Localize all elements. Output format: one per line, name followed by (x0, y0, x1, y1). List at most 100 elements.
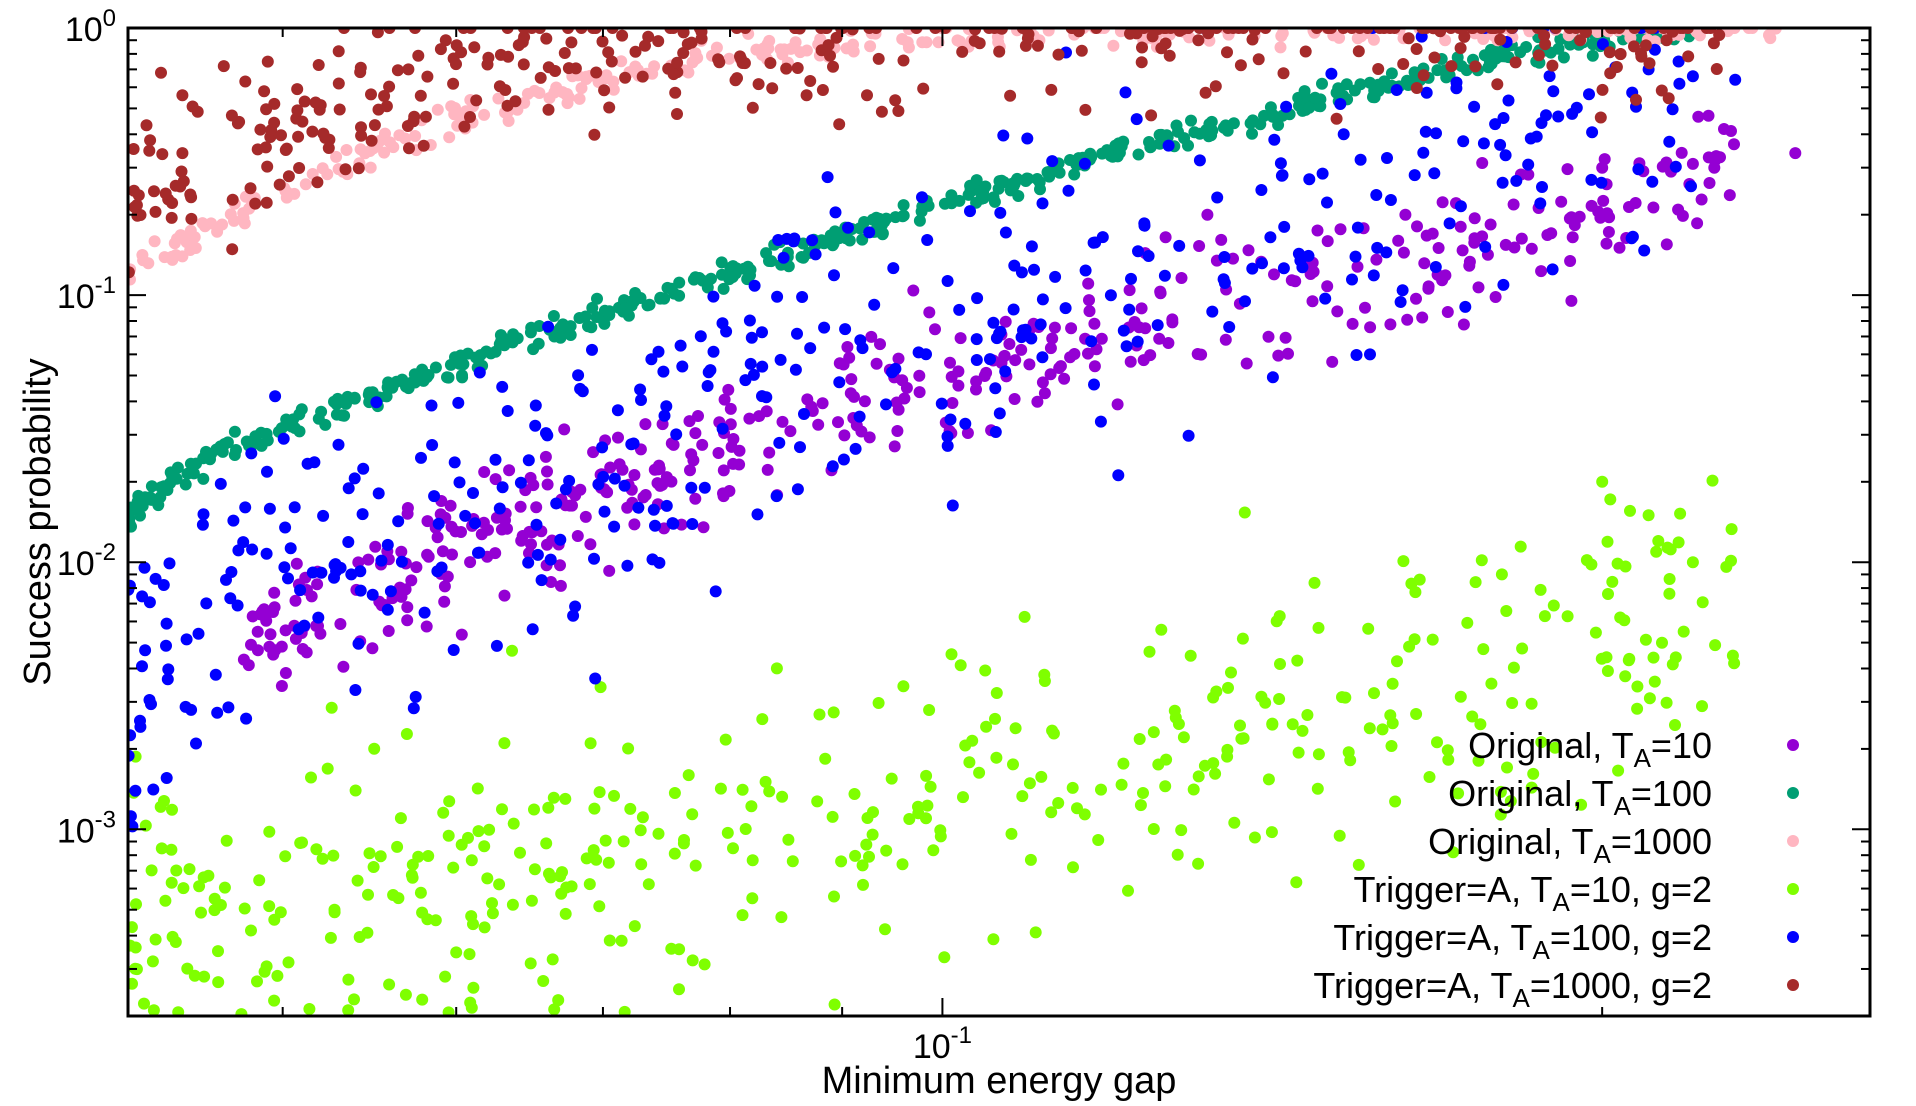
data-point (1479, 240, 1492, 253)
data-point (585, 321, 598, 334)
data-point (1596, 83, 1609, 96)
data-point (671, 56, 684, 69)
data-point (354, 584, 367, 597)
data-point (1104, 289, 1117, 302)
data-point (845, 373, 858, 386)
data-point (441, 371, 453, 384)
data-point (1088, 378, 1100, 391)
data-point (853, 410, 866, 423)
data-point (370, 396, 383, 409)
data-point (396, 373, 409, 386)
legend-marker (1787, 739, 1799, 751)
data-point (148, 235, 161, 248)
data-point (1538, 610, 1551, 623)
data-point (997, 129, 1010, 142)
data-point (261, 160, 274, 173)
data-point (1384, 194, 1397, 206)
legend-label: Original, TA=1000 (1428, 821, 1712, 869)
data-point (138, 561, 151, 574)
data-point (574, 382, 587, 395)
data-point (1502, 94, 1515, 107)
data-point (685, 481, 698, 494)
data-point (292, 623, 305, 636)
data-point (1432, 242, 1445, 254)
tick-label-exponent: -1 (95, 272, 116, 299)
data-point (1397, 58, 1410, 70)
data-point (641, 299, 654, 312)
data-point (636, 70, 649, 83)
data-point (934, 830, 947, 843)
data-point (165, 211, 178, 224)
data-point (819, 752, 832, 765)
data-point (224, 592, 237, 605)
data-point (517, 58, 530, 71)
data-point (490, 639, 503, 652)
data-point (1321, 235, 1334, 248)
data-point (477, 516, 490, 529)
data-point (682, 769, 695, 782)
legend-label-main: Trigger=A, T (1333, 917, 1532, 958)
data-point (464, 556, 477, 569)
data-point (319, 418, 332, 431)
data-point (184, 457, 197, 470)
data-point (1639, 633, 1652, 646)
data-point (1132, 245, 1144, 258)
data-point (374, 850, 387, 863)
data-point (686, 518, 699, 530)
data-point (1007, 758, 1019, 771)
data-point (963, 756, 976, 769)
data-point (312, 59, 325, 71)
data-point (1498, 45, 1511, 58)
legend-label-subscript: A (1614, 791, 1632, 821)
data-point (1052, 797, 1065, 809)
data-point (418, 606, 431, 619)
data-point (160, 772, 173, 784)
data-point (588, 128, 601, 141)
data-point (332, 45, 345, 58)
data-point (913, 214, 926, 227)
data-point (349, 684, 362, 696)
data-point (951, 34, 964, 47)
legend-label: Trigger=A, TA=10, g=2 (1353, 869, 1712, 917)
data-point (796, 291, 809, 303)
data-point (144, 134, 157, 147)
data-point (273, 178, 286, 191)
data-point (429, 361, 442, 374)
data-point (327, 849, 340, 862)
data-point (251, 975, 263, 988)
data-point (634, 383, 647, 396)
data-point (450, 58, 462, 71)
data-point (1198, 759, 1211, 772)
data-point (957, 791, 969, 804)
data-point (603, 934, 616, 947)
data-point (618, 1005, 631, 1016)
data-point (348, 993, 360, 1006)
data-point (1044, 342, 1057, 355)
data-point (857, 878, 869, 891)
data-point (365, 134, 378, 147)
data-point (760, 405, 773, 418)
data-point (503, 464, 516, 477)
data-point (1428, 167, 1441, 180)
data-point (776, 790, 789, 803)
data-point (829, 225, 841, 238)
data-point (531, 548, 544, 561)
data-point (1632, 163, 1645, 176)
data-point (639, 489, 652, 501)
data-point (188, 231, 201, 244)
data-point (580, 73, 593, 85)
data-point (822, 39, 835, 52)
data-point (429, 914, 442, 927)
data-point (197, 871, 210, 884)
data-point (554, 533, 567, 546)
legend-label: Trigger=A, TA=100, g=2 (1333, 917, 1712, 965)
data-point (238, 902, 251, 915)
data-point (1452, 787, 1465, 800)
data-point (1597, 194, 1610, 207)
data-point (995, 28, 1008, 35)
data-point (410, 561, 423, 574)
data-point (470, 351, 482, 364)
data-point (342, 973, 355, 986)
data-point (129, 784, 142, 797)
